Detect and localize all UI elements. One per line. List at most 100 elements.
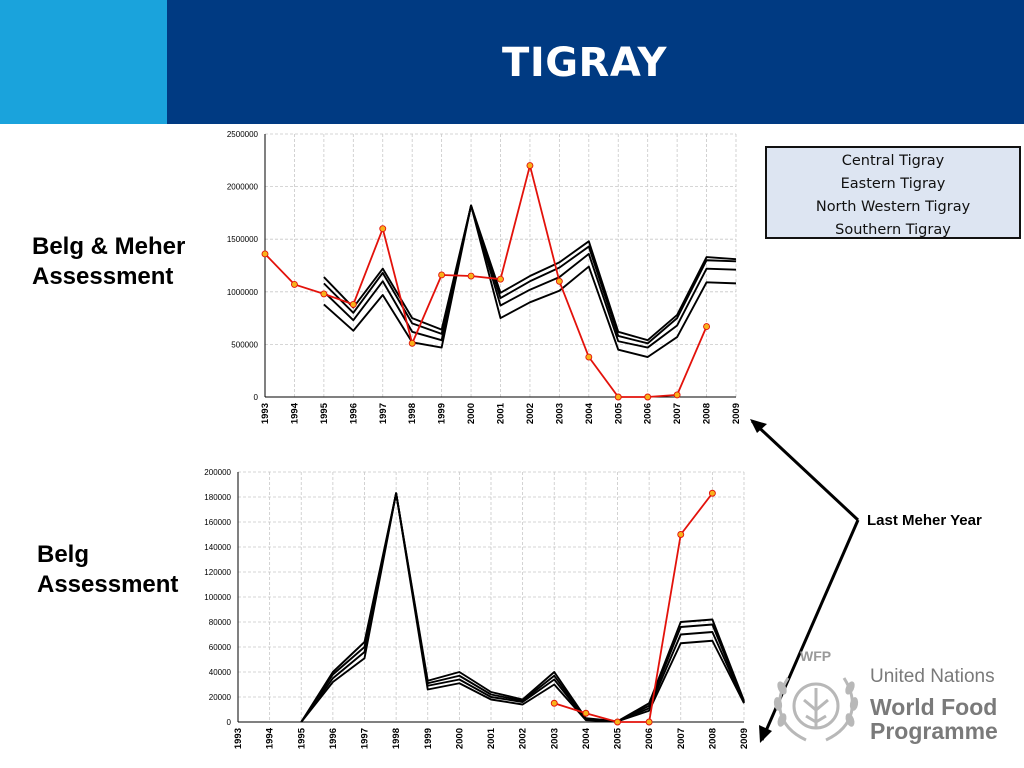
y-tick-label: 40000 [209, 668, 232, 677]
x-tick-label: 1997 [360, 728, 371, 749]
arrowhead-bottom-icon [759, 725, 772, 743]
y-tick-label: 80000 [209, 618, 232, 627]
logo-line-world-food: World Food [870, 694, 998, 720]
series-1 [323, 204, 737, 342]
data-point [677, 531, 685, 538]
data-point [585, 353, 593, 361]
y-tick-label: 60000 [209, 643, 232, 652]
x-tick-label: 2003 [554, 403, 565, 424]
y-tick-label: 1000000 [227, 288, 259, 297]
data-point [349, 300, 357, 308]
data-point [555, 277, 563, 285]
series-line [323, 204, 737, 349]
top-chart-label: Belg & Meher Assessment [32, 232, 185, 292]
data-point [550, 699, 558, 707]
legend-item: Southern Tigray [835, 222, 951, 238]
x-tick-label: 2005 [613, 402, 624, 424]
data-point [673, 391, 681, 399]
y-tick-label: 20000 [209, 693, 232, 702]
x-tick-label: 2000 [466, 403, 477, 424]
series-2 [323, 204, 737, 345]
x-tick-label: 2004 [584, 402, 595, 424]
series-5 [550, 489, 716, 726]
x-tick-label: 2001 [496, 402, 507, 424]
x-tick-label: 1998 [407, 403, 418, 424]
y-tick-label: 2000000 [227, 183, 259, 192]
y-tick-label: 0 [227, 718, 232, 727]
x-tick-label: 2009 [739, 728, 750, 749]
data-point [320, 290, 328, 298]
y-tick-label: 120000 [204, 568, 231, 577]
data-point [645, 718, 653, 726]
x-tick-label: 1993 [233, 728, 244, 749]
top-label-line2: Assessment [32, 263, 174, 290]
x-tick-label: 1993 [260, 403, 271, 424]
x-tick-label: 2001 [486, 727, 497, 749]
y-tick-label: 140000 [204, 543, 231, 552]
series-line [323, 204, 737, 342]
arrowhead-top-icon [750, 419, 767, 433]
x-tick-label: 2007 [672, 403, 683, 424]
y-tick-label: 500000 [231, 340, 258, 349]
bottom-chart-label: Belg Assessment [37, 540, 178, 600]
series-line [264, 164, 708, 398]
last-meher-year-annotation: Last Meher Year [867, 512, 982, 529]
y-tick-label: 1500000 [227, 235, 259, 244]
series-line [553, 492, 714, 723]
x-tick-label: 1996 [328, 728, 339, 749]
x-tick-label: 2008 [702, 403, 713, 424]
x-tick-label: 1995 [319, 402, 330, 424]
data-point [261, 250, 269, 258]
page-title: TIGRAY [502, 40, 667, 86]
data-point [497, 275, 504, 283]
top-label-line1: Belg & Meher [32, 233, 186, 260]
series-3 [323, 204, 737, 349]
data-point [582, 709, 590, 717]
data-point [526, 162, 534, 170]
y-tick-label: 0 [254, 393, 259, 402]
y-tick-label: 160000 [204, 518, 231, 527]
data-point [467, 272, 475, 280]
x-tick-label: 2008 [707, 728, 718, 749]
series-line [323, 204, 737, 345]
x-tick-label: 2005 [613, 727, 624, 749]
data-point [614, 393, 622, 401]
series-line [323, 204, 737, 358]
data-point [644, 393, 652, 401]
x-tick-label: 1994 [289, 402, 300, 424]
x-tick-label: 2006 [643, 403, 654, 424]
bottom-label-line1: Belg [37, 541, 90, 568]
wfp-logo: WFP United Nations World Food Programme [766, 648, 1016, 748]
y-tick-label: 100000 [204, 593, 231, 602]
y-tick-label: 2500000 [227, 130, 259, 139]
wfp-emblem-icon [773, 677, 859, 742]
data-point [408, 339, 416, 347]
logo-line-united-nations: United Nations [870, 666, 995, 687]
legend-item: Eastern Tigray [840, 176, 946, 192]
grid [237, 471, 745, 723]
x-tick-label: 2002 [525, 403, 536, 424]
data-point [708, 489, 716, 497]
x-tick-label: 1998 [391, 728, 402, 749]
y-tick-label: 200000 [204, 468, 231, 477]
x-tick-label: 1999 [437, 403, 448, 424]
legend: Central Tigray Eastern Tigray North West… [765, 146, 1021, 239]
x-tick-label: 2004 [581, 727, 592, 749]
header-band [167, 0, 1024, 124]
x-tick-label: 2002 [518, 728, 529, 749]
header-accent-band [0, 0, 167, 124]
x-tick-label: 1996 [348, 403, 359, 424]
y-tick-label: 180000 [204, 493, 231, 502]
bottom-label-line2: Assessment [37, 571, 179, 598]
data-point [379, 225, 387, 233]
x-tick-label: 2007 [676, 728, 687, 749]
series-4 [300, 492, 745, 723]
x-tick-label: 1999 [423, 728, 434, 749]
wfp-abbr: WFP [800, 648, 832, 664]
x-tick-label: 2003 [549, 728, 560, 749]
x-tick-label: 2009 [731, 403, 742, 424]
series-5 [261, 162, 711, 401]
series-4 [323, 204, 737, 358]
